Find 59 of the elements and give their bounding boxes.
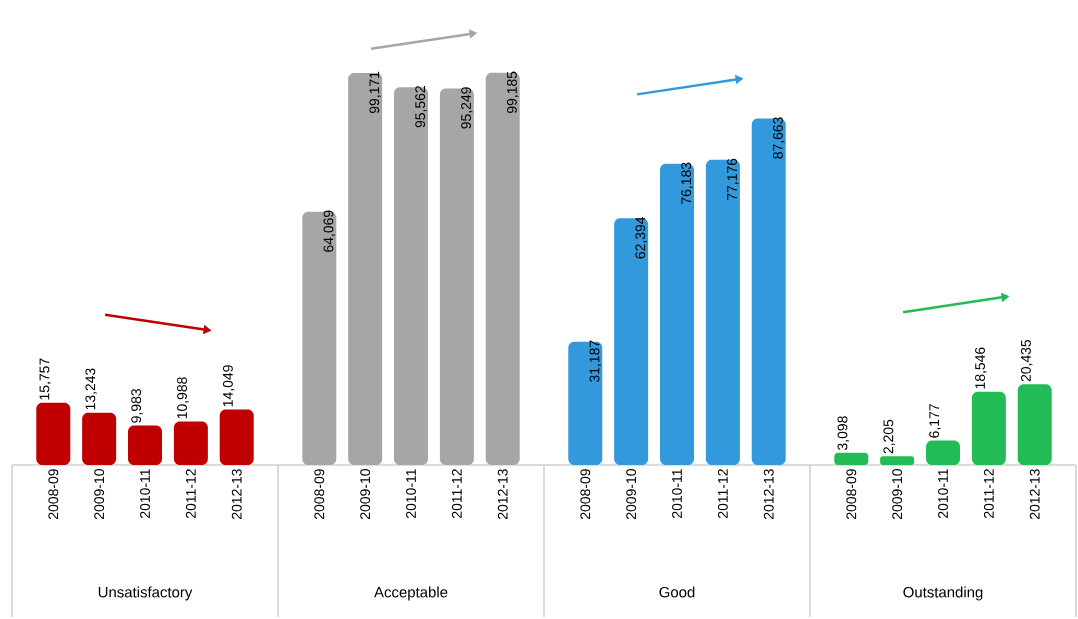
data-label: 15,757 — [39, 358, 51, 400]
x-tick-label: 2012-13 — [763, 469, 774, 519]
bar — [128, 425, 163, 465]
x-tick-label: 2011-12 — [983, 469, 994, 518]
x-tick-label: 2012-13 — [497, 469, 508, 519]
x-tick-label: 2008-09 — [48, 469, 59, 519]
x-tick-label: 2012-13 — [231, 469, 242, 519]
x-tick-label: 2010-11 — [672, 469, 682, 518]
x-axis-title: Outstanding — [903, 586, 983, 601]
data-label: 76,183 — [681, 162, 693, 204]
x-tick-label: 2010-11 — [406, 469, 416, 518]
data-label: 95,562 — [415, 86, 427, 128]
bar — [568, 341, 603, 465]
data-label: 77,176 — [727, 158, 739, 200]
x-tick-label: 2008-09 — [846, 469, 857, 519]
x-tick-label: 2011-12 — [185, 469, 196, 518]
data-label: 14,049 — [222, 365, 235, 407]
data-label: 99,171 — [369, 71, 381, 114]
x-tick-label: 2009-10 — [360, 469, 371, 519]
bar — [173, 421, 208, 465]
data-label: 99,185 — [506, 71, 519, 114]
x-tick-label: 2008-09 — [580, 469, 591, 519]
bar — [880, 456, 915, 465]
x-tick-label: 2010-11 — [140, 469, 150, 518]
data-label: 18,546 — [975, 347, 987, 389]
data-label: 2,205 — [883, 419, 895, 454]
data-label: 62,394 — [635, 216, 647, 259]
x-tick-label: 2009-10 — [94, 469, 105, 519]
data-label: 9,983 — [131, 389, 143, 423]
data-label: 6,177 — [929, 404, 941, 438]
bar — [82, 412, 117, 465]
bar — [660, 163, 695, 465]
x-axis-title: Good — [659, 586, 695, 598]
data-label: 95,249 — [461, 87, 473, 129]
data-label: 31,187 — [589, 340, 602, 383]
bar — [834, 452, 869, 465]
x-tick-label: 2010-11 — [938, 469, 948, 518]
bar — [1017, 384, 1052, 465]
bar — [705, 159, 740, 465]
data-label: 13,243 — [85, 368, 97, 410]
x-tick-label: 2011-12 — [451, 469, 462, 518]
x-tick-label: 2011-12 — [717, 469, 728, 518]
x-axis-title: Acceptable — [374, 586, 448, 601]
x-tick-label: 2009-10 — [626, 469, 637, 519]
data-label: 10,988 — [177, 377, 189, 419]
data-label: 64,069 — [323, 210, 336, 252]
data-label: 3,098 — [837, 416, 850, 451]
bar — [751, 118, 786, 465]
x-axis-title: Unsatisfactory — [98, 586, 193, 601]
bar — [614, 218, 649, 465]
bar — [219, 409, 254, 465]
x-tick-label: 2012-13 — [1029, 469, 1040, 519]
data-label: 20,435 — [1020, 339, 1033, 382]
bar — [36, 402, 71, 465]
x-tick-label: 2008-09 — [314, 469, 325, 519]
bar — [926, 440, 961, 465]
bar — [971, 391, 1006, 465]
x-tick-label: 2009-10 — [892, 469, 903, 519]
data-label: 87,663 — [772, 117, 785, 159]
